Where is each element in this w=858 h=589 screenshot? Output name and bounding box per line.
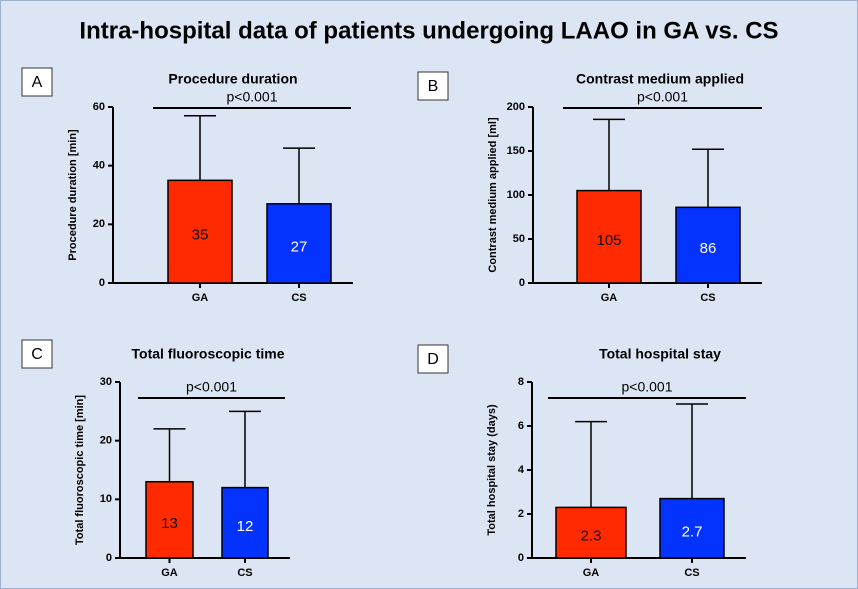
value-label: 2.3 [581,528,602,545]
panel-label: A [32,74,43,91]
value-label: 105 [596,232,621,249]
y-tick-label: 150 [507,145,525,157]
annotation: p<0.001 [227,89,278,105]
y-tick-label: 50 [513,233,525,245]
y-tick-label: 6 [518,420,524,432]
value-label: 2.7 [682,523,703,540]
y-tick-label: 200 [507,101,525,113]
bar [675,206,741,284]
panel-label-box [417,71,449,101]
value-label: 13 [161,515,178,532]
y-tick-label: 20 [100,435,112,447]
panel-title: Total fluoroscopic time [132,346,285,362]
y-tick-label: 0 [519,277,525,289]
figure-title: Intra-hospital data of patients undergoi… [79,17,778,44]
annotation: p<0.001 [186,379,237,395]
y-tick-label: 0 [518,552,524,564]
y-tick-label: 60 [93,101,105,113]
y-tick-label: 2 [518,508,524,520]
y-tick-label: 0 [106,552,112,564]
y-tick-label: 40 [93,160,105,172]
x-tick-label: CS [700,292,715,304]
annotation: p<0.001 [622,379,673,395]
y-tick-label: 4 [518,464,525,476]
panel-title: Total hospital stay [599,346,721,362]
y-axis-label: Procedure duration [min] [67,129,79,261]
bar [145,480,194,559]
bar [659,497,725,559]
panel-label: D [427,351,439,368]
panel-label: B [428,78,439,95]
y-axis-label: Total fluoroscopic time [min] [74,395,86,545]
panel-label-box [21,67,53,97]
x-tick-label: CS [237,567,252,579]
value-label: 86 [700,240,717,257]
y-tick-label: 0 [99,277,105,289]
y-axis-label: Contrast medium applied [ml] [487,117,499,273]
y-tick-label: 10 [100,493,112,505]
annotation: p<0.001 [637,89,688,105]
panel-label: C [31,346,43,363]
x-tick-label: GA [192,292,209,304]
x-tick-label: CS [684,567,699,579]
y-tick-label: 8 [518,376,524,388]
value-label: 35 [192,227,209,244]
y-axis-label: Total hospital stay (days) [486,404,498,536]
bar [555,506,627,559]
value-label: 27 [291,238,308,255]
y-tick-label: 20 [93,218,105,230]
x-tick-label: GA [601,292,618,304]
bar [167,179,233,284]
x-tick-label: GA [161,567,178,579]
y-tick-label: 100 [507,189,525,201]
panel-label-box [21,339,53,369]
x-tick-label: GA [583,567,600,579]
y-tick-label: 30 [100,376,112,388]
value-label: 12 [237,518,254,535]
panel-label-box [417,344,449,374]
panel-title: Contrast medium applied [576,71,744,87]
panel-title: Procedure duration [168,71,297,87]
x-tick-label: CS [291,292,306,304]
